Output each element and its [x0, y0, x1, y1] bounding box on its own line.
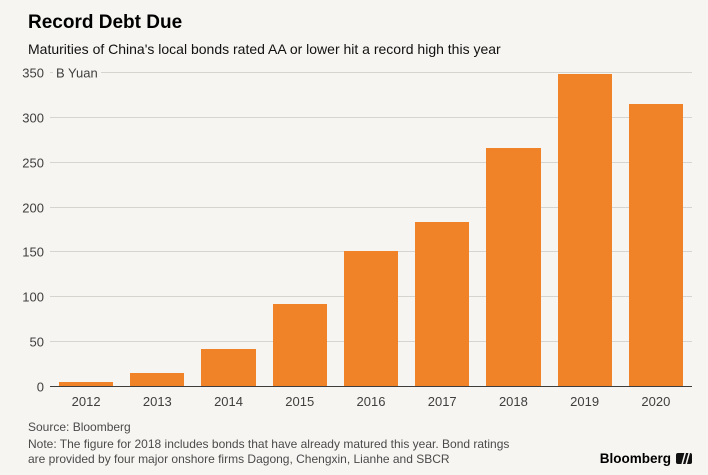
y-tick-300: 300 [22, 110, 44, 126]
y-tick-100: 100 [22, 289, 44, 305]
bar-2017 [415, 221, 470, 387]
y-tick-0: 0 [36, 379, 44, 395]
bar-2013 [130, 373, 185, 387]
gridline-250 [50, 161, 692, 163]
y-tick-200: 200 [22, 200, 44, 216]
x-axis-line [50, 385, 692, 387]
bar-2015 [272, 303, 327, 387]
bar-chart: 0 50 100 150 200 250 300 350 B Yuan [14, 65, 692, 393]
source-text: Source: Bloomberg [28, 419, 131, 434]
bar-2020 [628, 104, 683, 387]
bloomberg-logo: Bloomberg [600, 451, 692, 466]
x-tick-2020: 2020 [641, 393, 671, 409]
x-tick-2014: 2014 [214, 393, 243, 409]
bar-2018 [486, 148, 541, 387]
gridline-350 [50, 71, 692, 73]
plot-area: 0 50 100 150 200 250 300 350 B Yuan [22, 65, 692, 393]
x-tick-2015: 2015 [285, 393, 315, 409]
y-tick-50: 50 [29, 334, 44, 350]
y-tick-250: 250 [22, 155, 44, 171]
y-tick-150: 150 [22, 244, 44, 260]
x-tick-2019: 2019 [570, 393, 600, 409]
x-tick-2017: 2017 [427, 393, 457, 409]
gridline-200 [50, 206, 692, 208]
chart-header: Record Debt Due Maturities of China's lo… [0, 0, 708, 57]
chart-subtitle: Maturities of China's local bonds rated … [28, 40, 501, 57]
bar-2014 [201, 349, 256, 387]
bloomberg-terminal-icon [676, 453, 692, 465]
note-text: Note: The figure for 2018 includes bonds… [28, 437, 692, 467]
bar-2019 [557, 73, 612, 387]
bar-2012 [59, 381, 114, 387]
x-tick-2012: 2012 [71, 393, 101, 409]
x-tick-2018: 2018 [498, 393, 528, 409]
x-tick-2013: 2013 [142, 393, 172, 409]
chart-footer: Source: Bloomberg Note: The figure for 2… [28, 420, 692, 467]
x-axis-labels: 2012 2013 2014 2015 2016 2017 2018 2019 2020 [50, 394, 692, 409]
x-tick-2016: 2016 [356, 393, 386, 409]
y-axis-unit-label: B Yuan [53, 65, 101, 81]
gridline-300 [50, 116, 692, 118]
note-line-1: Note: The figure for 2018 includes bonds… [28, 437, 510, 452]
y-tick-350: 350 [22, 65, 44, 81]
note-line-2: are provided by four major onshore firms… [28, 452, 450, 467]
bloomberg-wordmark: Bloomberg [599, 451, 671, 467]
bars-container [50, 73, 692, 387]
chart-title: Record Debt Due [28, 12, 183, 33]
bar-2016 [343, 250, 399, 387]
